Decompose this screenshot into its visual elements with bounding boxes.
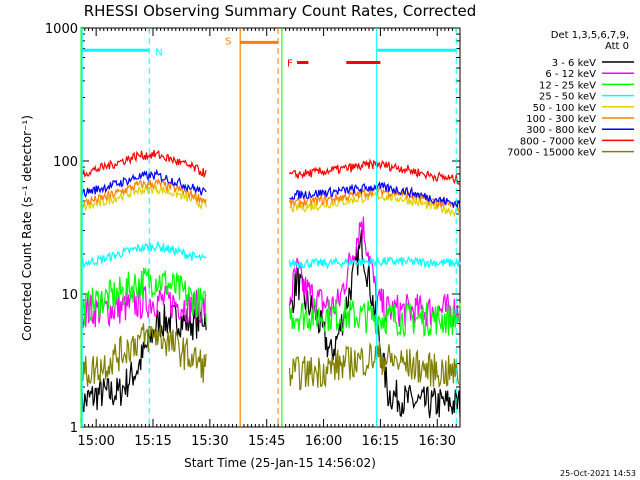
x-tick-label: 15:45 — [248, 434, 285, 449]
chart-title: RHESSI Observing Summary Count Rates, Co… — [84, 2, 477, 20]
series-line — [288, 298, 461, 338]
x-tick-label: 15:30 — [191, 434, 228, 449]
series-line — [289, 181, 461, 209]
plot-frame — [80, 27, 461, 428]
series-line — [80, 267, 207, 326]
series-line — [80, 168, 207, 198]
series-line — [80, 241, 207, 270]
legend-entry-label: 50 - 100 keV — [533, 103, 597, 114]
legend-entry-label: 3 - 6 keV — [552, 58, 596, 69]
series-line — [288, 158, 461, 185]
annotation-label: N — [155, 47, 162, 58]
series-line — [80, 178, 207, 209]
annotation-label: S — [225, 36, 231, 47]
legend-header: Det 1,3,5,6,7,9, — [551, 30, 629, 41]
x-tick-label: 15:15 — [134, 434, 171, 449]
legend-entry-label: 7000 - 15000 keV — [507, 148, 596, 159]
series-line — [80, 149, 207, 178]
legend-entry-label: 300 - 800 keV — [526, 125, 596, 136]
legend-header: Att 0 — [605, 41, 629, 52]
footer-timestamp: 25-Oct-2021 14:53 — [560, 469, 636, 478]
plot-area: 1 10 100 1000 15:00 15:15 15:30 15:45 16:00 16:15… — [45, 22, 461, 449]
x-axis-label: Start Time (25-Jan-15 14:56:02) — [184, 456, 376, 470]
series-line — [288, 255, 461, 270]
series-line — [80, 184, 207, 211]
annotation-label: F — [287, 59, 293, 70]
y-tick-label: 10 — [61, 288, 78, 303]
legend-entry-label: 6 - 12 keV — [545, 69, 596, 80]
series-line — [288, 341, 461, 391]
y-tick-label: 1 — [70, 421, 78, 436]
legend-entry-label: 25 - 50 keV — [539, 92, 596, 103]
y-axis-label: Corrected Count Rate (s⁻¹ detector⁻¹) — [20, 115, 34, 341]
legend-entry-label: 12 - 25 keV — [539, 80, 596, 91]
series-line — [80, 323, 207, 387]
y-tick-label: 1000 — [45, 22, 78, 37]
y-tick-label: 100 — [53, 155, 78, 170]
legend-entry-label: 800 - 7000 keV — [520, 136, 596, 147]
x-tick-label: 16:30 — [419, 434, 456, 449]
x-tick-label: 15:00 — [77, 434, 114, 449]
x-tick-label: 16:15 — [362, 434, 399, 449]
legend-entry-label: 100 - 300 keV — [526, 114, 596, 125]
x-tick-label: 16:00 — [305, 434, 342, 449]
